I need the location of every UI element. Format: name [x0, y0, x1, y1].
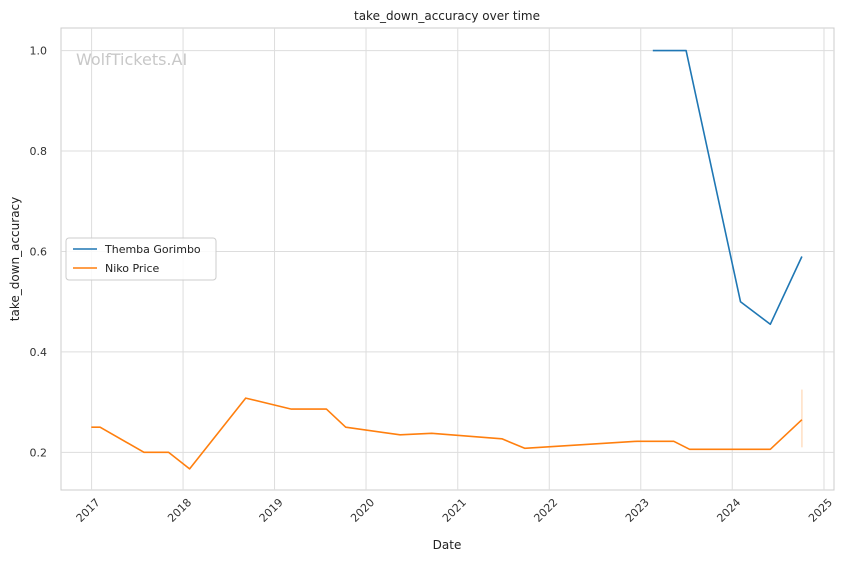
legend-box — [65, 237, 217, 281]
x-tick-label: 2018 — [165, 496, 194, 525]
watermark: WolfTickets.AI — [76, 50, 187, 69]
legend: Themba Gorimbo Niko Price — [65, 237, 217, 281]
x-tick-label: 2025 — [806, 496, 835, 525]
x-tick-labels: 2017 2018 2019 2020 2021 2022 2023 2024 2025 — [74, 496, 835, 525]
y-axis-title: take_down_accuracy — [8, 197, 22, 321]
series-line-niko-price — [91, 397, 803, 470]
legend-label-niko-price: Niko Price — [105, 262, 160, 275]
y-tick-label: 0.6 — [30, 245, 48, 258]
y-tick-label: 0.8 — [30, 145, 48, 158]
x-axis-title: Date — [433, 538, 462, 552]
x-tick-label: 2020 — [348, 496, 377, 525]
x-tick-label: 2023 — [623, 496, 652, 525]
y-tick-label: 0.2 — [30, 446, 48, 459]
x-tick-label: 2022 — [531, 496, 560, 525]
series-line-themba-gorimbo — [652, 49, 803, 326]
x-tick-label: 2017 — [74, 496, 103, 525]
x-tick-label: 2024 — [714, 496, 743, 525]
x-gridlines — [91, 28, 825, 490]
y-tick-label: 1.0 — [30, 45, 48, 58]
x-tick-label: 2019 — [257, 496, 286, 525]
series-lines — [91, 49, 803, 470]
chart-title: take_down_accuracy over time — [354, 9, 540, 23]
legend-label-themba-gorimbo: Themba Gorimbo — [104, 243, 201, 256]
x-tick-label: 2021 — [440, 496, 469, 525]
y-tick-labels: 0.2 0.4 0.6 0.8 1.0 — [30, 45, 48, 460]
y-tick-label: 0.4 — [30, 346, 48, 359]
